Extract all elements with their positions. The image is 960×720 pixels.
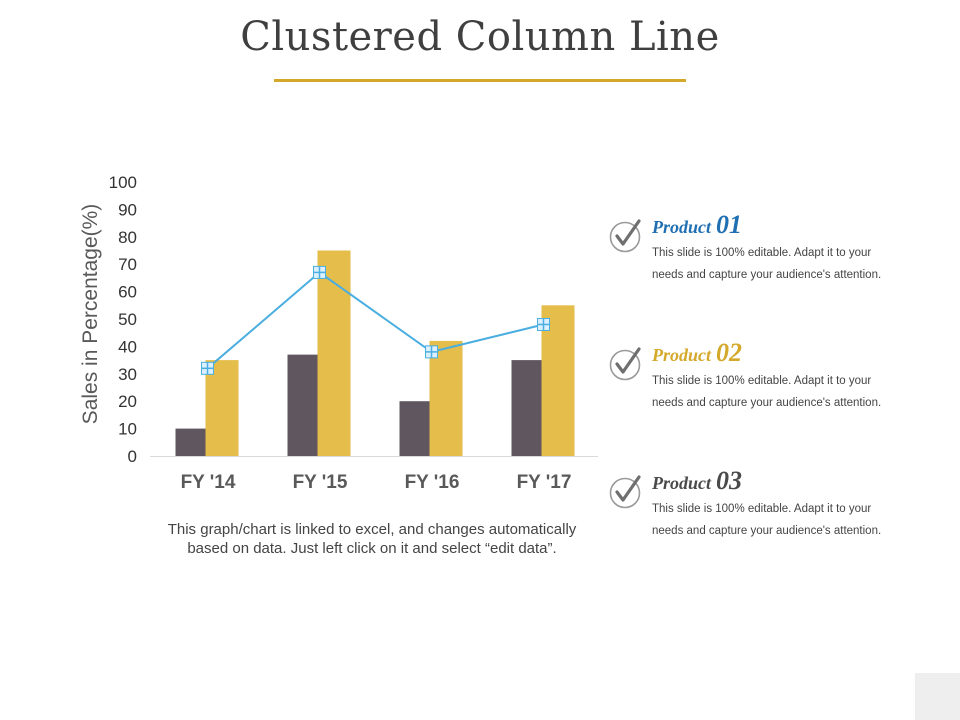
y-tick-label: 80 — [118, 228, 137, 247]
line-marker — [201, 361, 214, 375]
x-tick-label: FY '15 — [293, 472, 348, 493]
bar-series1 — [399, 401, 433, 456]
y-tick-label: 40 — [118, 337, 137, 356]
product-word: Product — [652, 217, 712, 237]
bar-series2 — [429, 340, 463, 456]
chart-caption: This graph/chart is linked to excel, and… — [167, 521, 577, 557]
product-word: Product — [652, 345, 712, 365]
y-tick-label: 90 — [118, 200, 137, 219]
bar-series1 — [287, 354, 321, 456]
y-tick-label: 100 — [109, 173, 137, 192]
check-circle-icon — [609, 219, 641, 253]
bar-series2 — [205, 360, 239, 456]
product-word: Product — [652, 473, 712, 493]
product-title: Product 01 — [652, 210, 742, 240]
y-tick-label: 0 — [128, 447, 137, 466]
x-tick-label: FY '14 — [181, 472, 236, 493]
y-tick-label: 70 — [118, 255, 137, 274]
product-description: This slide is 100% editable. Adapt it to… — [652, 503, 882, 537]
product-number: 01 — [716, 210, 743, 239]
y-tick-label: 60 — [118, 283, 137, 302]
bar-series1 — [175, 428, 209, 456]
corner-block — [915, 673, 960, 720]
product-title: Product 02 — [652, 338, 742, 368]
y-tick-label: 50 — [118, 310, 137, 329]
product-number: 03 — [716, 466, 743, 495]
product-description: This slide is 100% editable. Adapt it to… — [652, 247, 882, 281]
slide-title: Clustered Column Line — [240, 14, 720, 60]
bar-series2 — [317, 250, 351, 456]
title-underline — [274, 79, 686, 82]
bar-series1 — [511, 360, 545, 456]
check-circle-icon — [609, 475, 641, 509]
line-marker — [537, 317, 550, 331]
check-circle-icon — [609, 347, 641, 381]
line-marker — [425, 345, 438, 359]
x-tick-label: FY '17 — [517, 472, 572, 493]
product-number: 02 — [716, 338, 743, 367]
y-tick-label: 30 — [118, 365, 137, 384]
product-description: This slide is 100% editable. Adapt it to… — [652, 375, 882, 409]
y-tick-label: 10 — [118, 420, 137, 439]
x-tick-label: FY '16 — [405, 472, 460, 493]
line-series — [206, 271, 544, 370]
product-title: Product 03 — [652, 466, 742, 496]
y-tick-label: 20 — [118, 392, 137, 411]
y-axis-title: Sales in Percentage(%) — [79, 204, 102, 425]
line-marker — [313, 265, 326, 279]
